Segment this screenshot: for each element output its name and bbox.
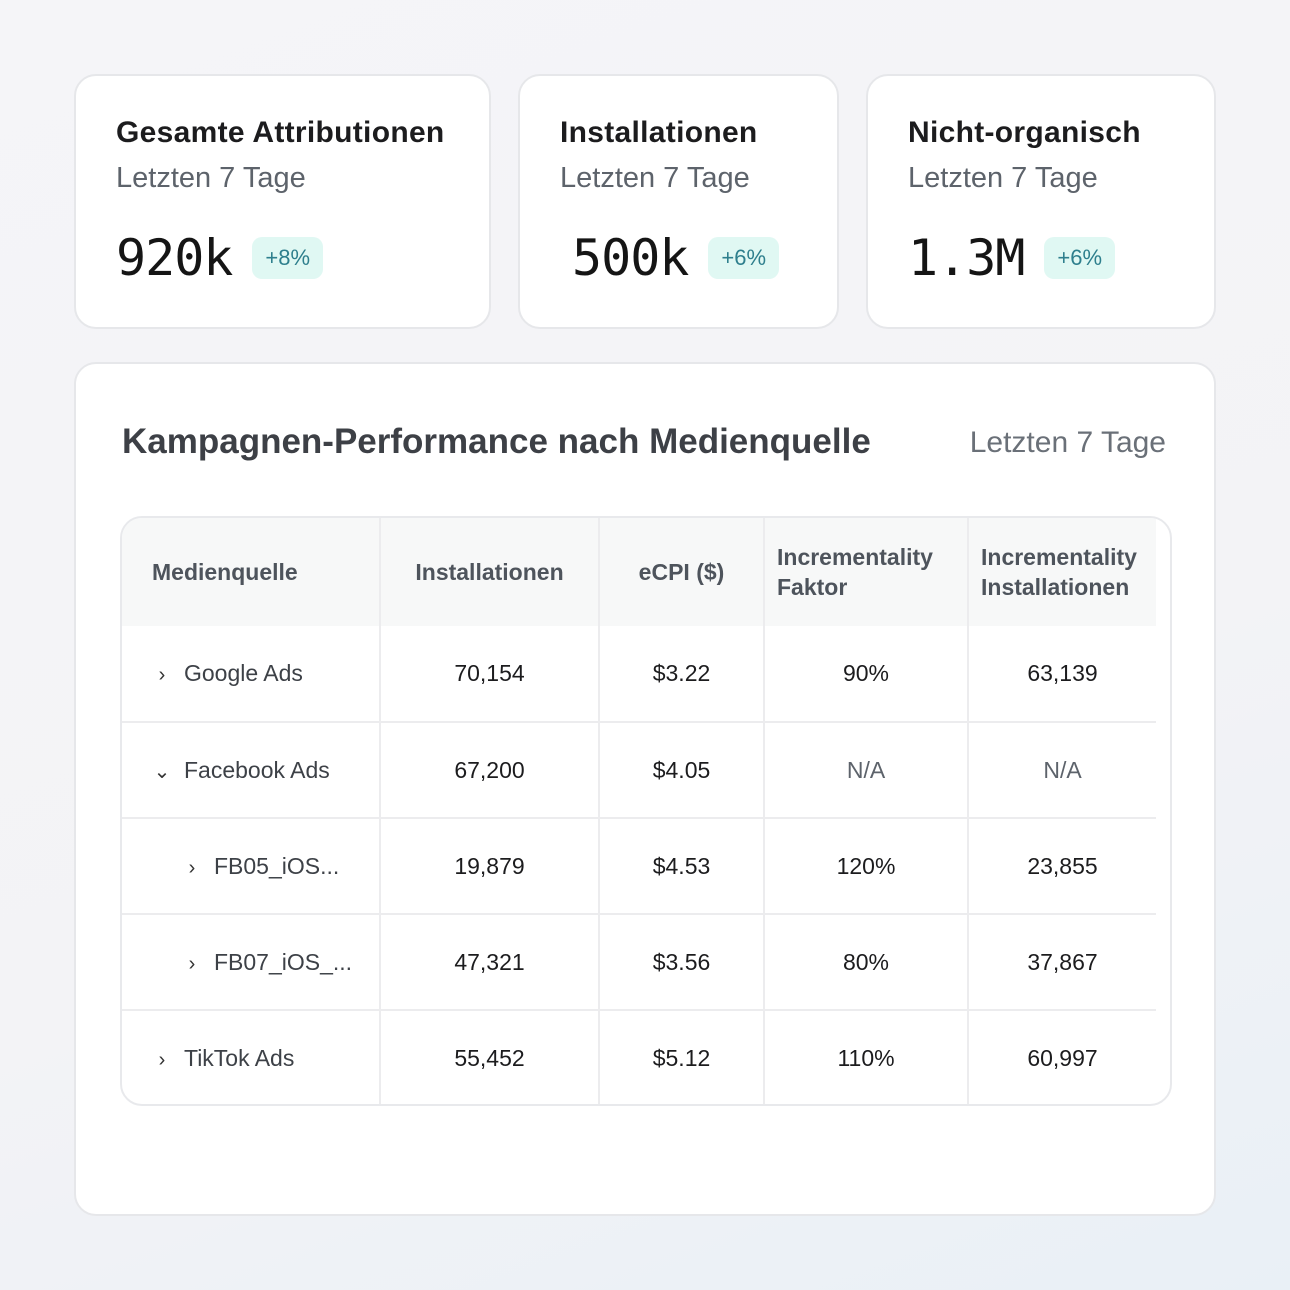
- ecpi-cell: $3.22: [599, 626, 765, 722]
- chevron-right-icon[interactable]: ›: [188, 952, 196, 975]
- performance-table: Medienquelle Installationen eCPI ($) Inc…: [120, 516, 1172, 1106]
- chevron-down-icon[interactable]: ⌄: [153, 760, 171, 783]
- source-name: FB05_iOS...: [214, 852, 340, 879]
- column-header[interactable]: Incrementality Faktor: [764, 518, 969, 626]
- ecpi-cell: $4.05: [599, 721, 765, 818]
- incremental-installs-cell: 37,867: [968, 913, 1156, 1010]
- installs-cell: 70,154: [380, 626, 600, 722]
- factor-cell: 110%: [764, 1009, 969, 1104]
- table-row[interactable]: › TikTok Ads 55,452 $5.12 110% 60,997: [122, 1009, 1156, 1104]
- kpi-period: Letzten 7 Tage: [560, 162, 750, 194]
- ecpi-cell: $3.56: [599, 913, 765, 1010]
- kpi-card-installs: Installationen Letzten 7 Tage 500k +6%: [518, 74, 839, 329]
- kpi-value: 920k: [116, 229, 233, 287]
- chevron-right-icon[interactable]: ›: [158, 1049, 166, 1071]
- ecpi-cell: $5.12: [599, 1009, 765, 1104]
- table-row[interactable]: ⌄ Facebook Ads 67,200 $4.05 N/A N/A: [122, 721, 1156, 818]
- column-header[interactable]: eCPI ($): [599, 518, 765, 626]
- campaign-performance-panel: Kampagnen-Performance nach Medienquelle …: [74, 362, 1216, 1216]
- panel-period: Letzten 7 Tage: [969, 426, 1166, 459]
- factor-cell: 80%: [764, 913, 969, 1010]
- source-name: TikTok Ads: [184, 1045, 295, 1071]
- source-name: Facebook Ads: [184, 756, 330, 783]
- table-header: Medienquelle Installationen eCPI ($) Inc…: [122, 518, 1156, 626]
- installs-cell: 47,321: [380, 913, 600, 1010]
- incremental-installs-cell: 63,139: [1027, 660, 1098, 686]
- kpi-card-non-organic: Nicht-organisch Letzten 7 Tage 1.3M +6%: [866, 74, 1216, 329]
- column-header[interactable]: Medienquelle: [122, 518, 381, 626]
- chevron-right-icon[interactable]: ›: [158, 664, 166, 686]
- change-badge: +6%: [1044, 237, 1116, 279]
- incremental-installs-cell: 60,997: [968, 1009, 1156, 1104]
- panel-title: Kampagnen-Performance nach Medienquelle: [122, 422, 871, 461]
- kpi-card-attributions: Gesamte Attributionen Letzten 7 Tage 920…: [74, 74, 491, 329]
- ecpi-cell: $4.53: [599, 817, 765, 914]
- factor-cell: 90%: [764, 626, 969, 722]
- kpi-period: Letzten 7 Tage: [908, 162, 1098, 194]
- incremental-installs-cell: 23,855: [968, 817, 1156, 914]
- column-header[interactable]: Installationen: [380, 518, 600, 626]
- kpi-title: Installationen: [560, 116, 758, 149]
- source-name: Google Ads: [184, 660, 303, 686]
- source-name: FB07_iOS_...: [214, 948, 353, 975]
- installs-cell: 67,200: [380, 721, 600, 818]
- table-row[interactable]: › FB07_iOS_... 47,321 $3.56 80% 37,867: [122, 913, 1156, 1010]
- kpi-title: Nicht-organisch: [908, 116, 1141, 149]
- kpi-period: Letzten 7 Tage: [116, 162, 306, 194]
- chevron-right-icon[interactable]: ›: [188, 856, 196, 879]
- factor-cell: 120%: [764, 817, 969, 914]
- table-row[interactable]: › Google Ads 70,154 $3.22 90% 63,139: [122, 626, 1156, 722]
- table-row[interactable]: › FB05_iOS... 19,879 $4.53 120% 23,855: [122, 817, 1156, 914]
- column-header[interactable]: Incrementality Installationen: [968, 518, 1156, 626]
- factor-cell: N/A: [764, 721, 969, 818]
- installs-cell: 55,452: [380, 1009, 600, 1104]
- kpi-value: 500k: [572, 229, 689, 287]
- change-badge: +6%: [708, 237, 780, 279]
- kpi-value: 1.3M: [908, 229, 1025, 287]
- installs-cell: 19,879: [380, 817, 600, 914]
- kpi-title: Gesamte Attributionen: [116, 116, 445, 149]
- incremental-installs-cell: N/A: [968, 721, 1156, 818]
- change-badge: +8%: [252, 237, 324, 279]
